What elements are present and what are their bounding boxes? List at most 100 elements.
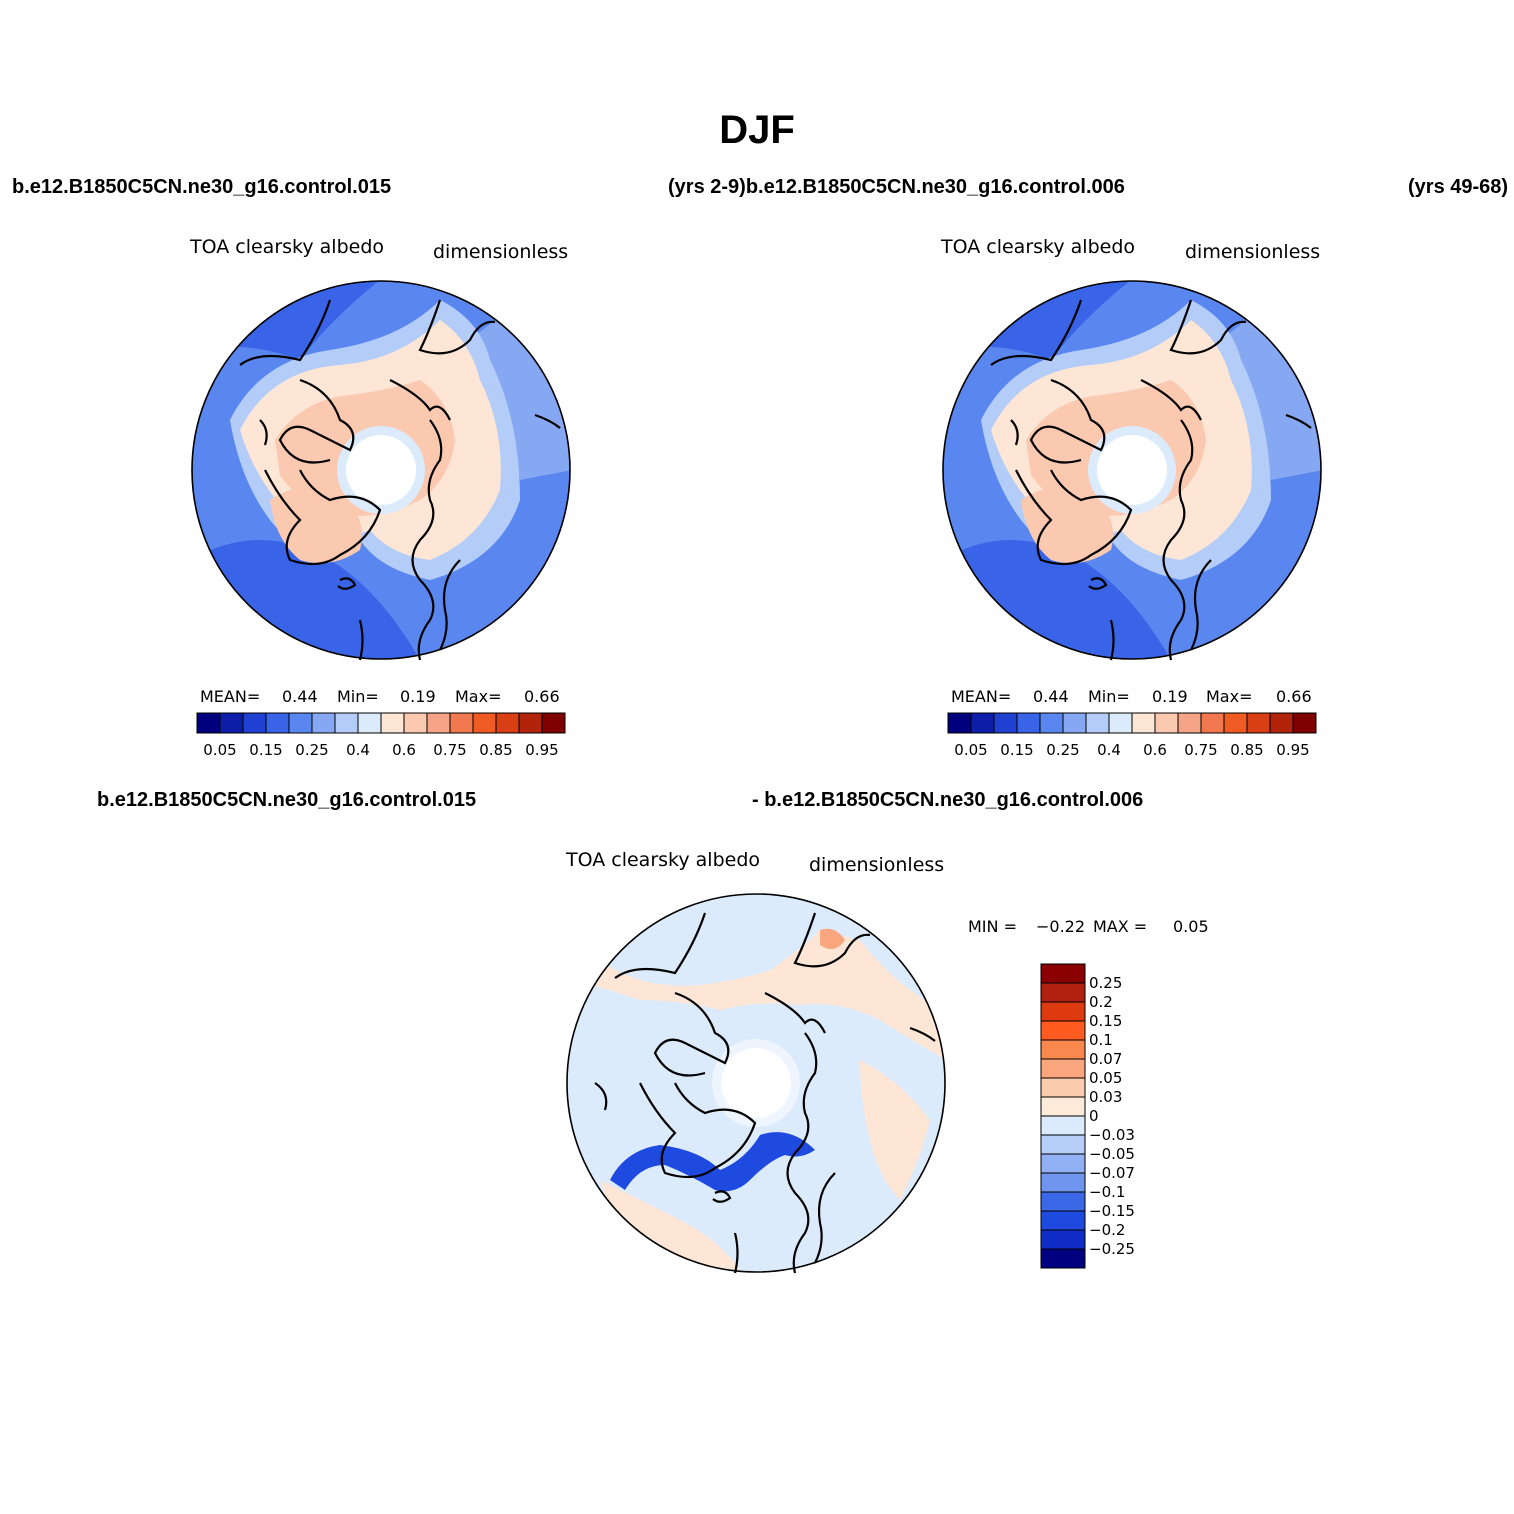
colorbar-box (541, 712, 566, 734)
colorbar-tick-label: 0.75 (433, 741, 466, 759)
panel2-max-value: 0.66 (1276, 687, 1312, 706)
panel2-mean-label: MEAN= (951, 687, 1012, 706)
colorbar-box (1040, 1058, 1086, 1079)
colorbar-tick-label: −0.2 (1089, 1221, 1125, 1239)
colorbar-box (1040, 1134, 1086, 1155)
panel3-min-value: −0.22 (1036, 917, 1086, 936)
colorbar-tick-label: 0.4 (346, 741, 370, 759)
colorbar-tick-label: 0.6 (392, 741, 416, 759)
colorbar-tick-label: −0.15 (1089, 1202, 1135, 1220)
colorbar-tick-label: 0.15 (1000, 741, 1033, 759)
colorbar-panel-1: 0.05 0.15 0.25 0.4 0.6 0.75 0.85 0.95 (196, 712, 566, 759)
colorbar-box (993, 712, 1018, 734)
colorbar-box (1085, 712, 1110, 734)
coastlines (594, 912, 936, 1274)
case-label-right: (yrs 49-68) (1408, 176, 1509, 198)
colorbar-box (495, 712, 520, 734)
colorbar-box (426, 712, 451, 734)
colorbar-tick-label: 0.6 (1143, 741, 1167, 759)
panel3-variable: TOA clearsky albedo (566, 849, 760, 871)
pole-missing-data (1097, 435, 1167, 505)
colorbar-box (288, 712, 313, 734)
colorbar-box (1040, 1210, 1086, 1231)
colorbar-tick-label: 0.25 (1089, 974, 1122, 992)
panel1-variable: TOA clearsky albedo (190, 236, 384, 258)
colorbar-box (1040, 982, 1086, 1003)
colorbar-box (219, 712, 244, 734)
colorbar-tick-label: −0.07 (1089, 1164, 1135, 1182)
colorbar-box (1177, 712, 1202, 734)
colorbar-box (1040, 1172, 1086, 1193)
colorbar-tick-label: 0.95 (525, 741, 558, 759)
colorbar-box (265, 712, 290, 734)
panel2-min-label: Min= (1088, 687, 1130, 706)
colorbar-tick-label: 0 (1089, 1107, 1099, 1125)
positive-patch-east (860, 1060, 930, 1200)
colorbar-box (1200, 712, 1225, 734)
colorbar-tick-label: −0.05 (1089, 1145, 1135, 1163)
eastern-pale-region (470, 300, 570, 480)
colorbar-box (1040, 1115, 1086, 1136)
panel1-max-label: Max= (455, 687, 502, 706)
colorbar-tick-label: −0.03 (1089, 1126, 1135, 1144)
colorbar-tick-label: 0.03 (1089, 1088, 1122, 1106)
panel1-max-value: 0.66 (524, 687, 560, 706)
map-panel-2 (942, 280, 1322, 661)
colorbar-box (1040, 963, 1086, 984)
colorbar-box (1292, 712, 1317, 734)
case-label-middle: (yrs 2-9)b.e12.B1850C5CN.ne30_g16.contro… (668, 176, 1125, 198)
positive-max-patch (820, 928, 845, 949)
panel1-mean-label: MEAN= (200, 687, 261, 706)
colorbar-tick-label: 0.07 (1089, 1050, 1122, 1068)
colorbar-box (1269, 712, 1294, 734)
colorbar-box (311, 712, 336, 734)
colorbar-box (518, 712, 543, 734)
colorbar-box (242, 712, 267, 734)
colorbar-tick-label: 0.1 (1089, 1031, 1113, 1049)
panel3-max-label: MAX = (1093, 917, 1148, 936)
negative-ice-edge-band (610, 1132, 815, 1192)
pole-missing-data (721, 1048, 791, 1118)
colorbar-tick-label: 0.95 (1276, 741, 1309, 759)
pole-missing-data (346, 435, 416, 505)
panel1-mean-value: 0.44 (282, 687, 318, 706)
panel2-units: dimensionless (1185, 241, 1321, 263)
panel1-min-value: 0.19 (400, 687, 436, 706)
map-panel-1 (191, 280, 571, 661)
colorbar-box (1040, 1229, 1086, 1250)
panel2-min-value: 0.19 (1152, 687, 1188, 706)
colorbar-box (1062, 712, 1087, 734)
colorbar-box (334, 712, 359, 734)
panel1-units: dimensionless (433, 241, 569, 263)
colorbar-box (357, 712, 382, 734)
colorbar-box (472, 712, 497, 734)
colorbar-box (1040, 1039, 1086, 1060)
colorbar-tick-label: 0.05 (954, 741, 987, 759)
colorbar-panel-2: 0.05 0.15 0.25 0.4 0.6 0.75 0.85 0.95 (947, 712, 1317, 759)
figure-title: DJF (719, 108, 795, 152)
panel3-max-value: 0.05 (1173, 917, 1209, 936)
colorbar-tick-label: 0.05 (203, 741, 236, 759)
colorbar-tick-label: −0.1 (1089, 1183, 1125, 1201)
panel2-variable: TOA clearsky albedo (941, 236, 1135, 258)
colorbar-tick-label: 0.85 (1230, 741, 1263, 759)
colorbar-box (1223, 712, 1248, 734)
colorbar-box (1154, 712, 1179, 734)
colorbar-box (380, 712, 405, 734)
coastlines (239, 299, 561, 661)
panel1-min-label: Min= (337, 687, 379, 706)
colorbar-box (970, 712, 995, 734)
colorbar-box (1040, 1096, 1086, 1117)
panel3-min-label: MIN = (968, 917, 1017, 936)
eastern-pale-region (1221, 300, 1321, 480)
colorbar-tick-label: 0.15 (1089, 1012, 1122, 1030)
colorbar-box (1040, 1001, 1086, 1022)
greenland-high-albedo (1021, 486, 1113, 564)
colorbar-box (1040, 1153, 1086, 1174)
colorbar-tick-label: 0.25 (295, 741, 328, 759)
colorbar-tick-label: −0.25 (1089, 1240, 1135, 1258)
colorbar-box (1039, 712, 1064, 734)
diff-case-label-left: b.e12.B1850C5CN.ne30_g16.control.015 (97, 789, 477, 811)
positive-patch-south (600, 1180, 740, 1270)
